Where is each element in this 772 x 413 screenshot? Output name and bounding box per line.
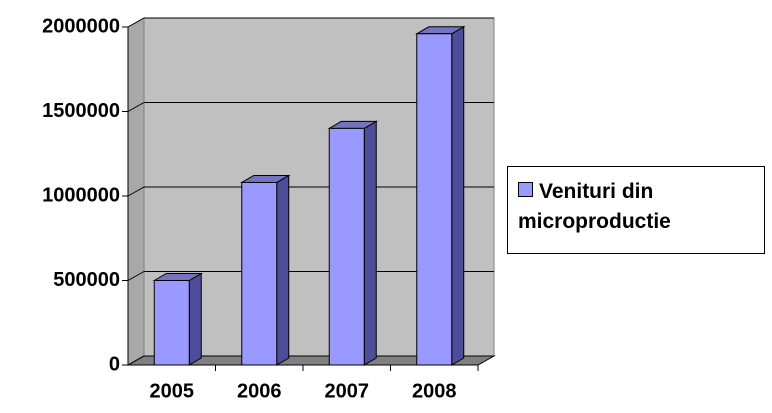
- grid-line-side: [127, 355, 145, 366]
- grid-line-side: [127, 271, 145, 281]
- grid-line-side: [127, 17, 145, 28]
- bar-side: [276, 174, 290, 366]
- grid-line-side: [127, 186, 145, 197]
- bar-side: [363, 120, 377, 366]
- x-tick-label: 2005: [150, 380, 195, 402]
- bar-side: [451, 25, 465, 366]
- bar: [416, 33, 453, 366]
- bar-side: [188, 272, 202, 366]
- legend-label: Venituri din microproductie: [518, 180, 671, 233]
- x-tick-label: 2007: [325, 380, 370, 402]
- y-tick-label: 2000000: [42, 15, 120, 37]
- y-tick-label: 1000000: [42, 184, 120, 206]
- grid-line-side: [127, 102, 145, 112]
- x-tick-label: 2008: [412, 380, 457, 402]
- y-tick-label: 500000: [53, 269, 120, 291]
- bar: [153, 280, 190, 366]
- x-tick-label: 2006: [237, 380, 282, 402]
- bar: [328, 127, 365, 366]
- y-tick-label: 0: [109, 353, 120, 375]
- legend-swatch: [518, 182, 533, 197]
- legend: Venituri din microproductie: [507, 166, 765, 254]
- bar: [241, 181, 278, 366]
- y-tick-label: 1500000: [42, 100, 120, 122]
